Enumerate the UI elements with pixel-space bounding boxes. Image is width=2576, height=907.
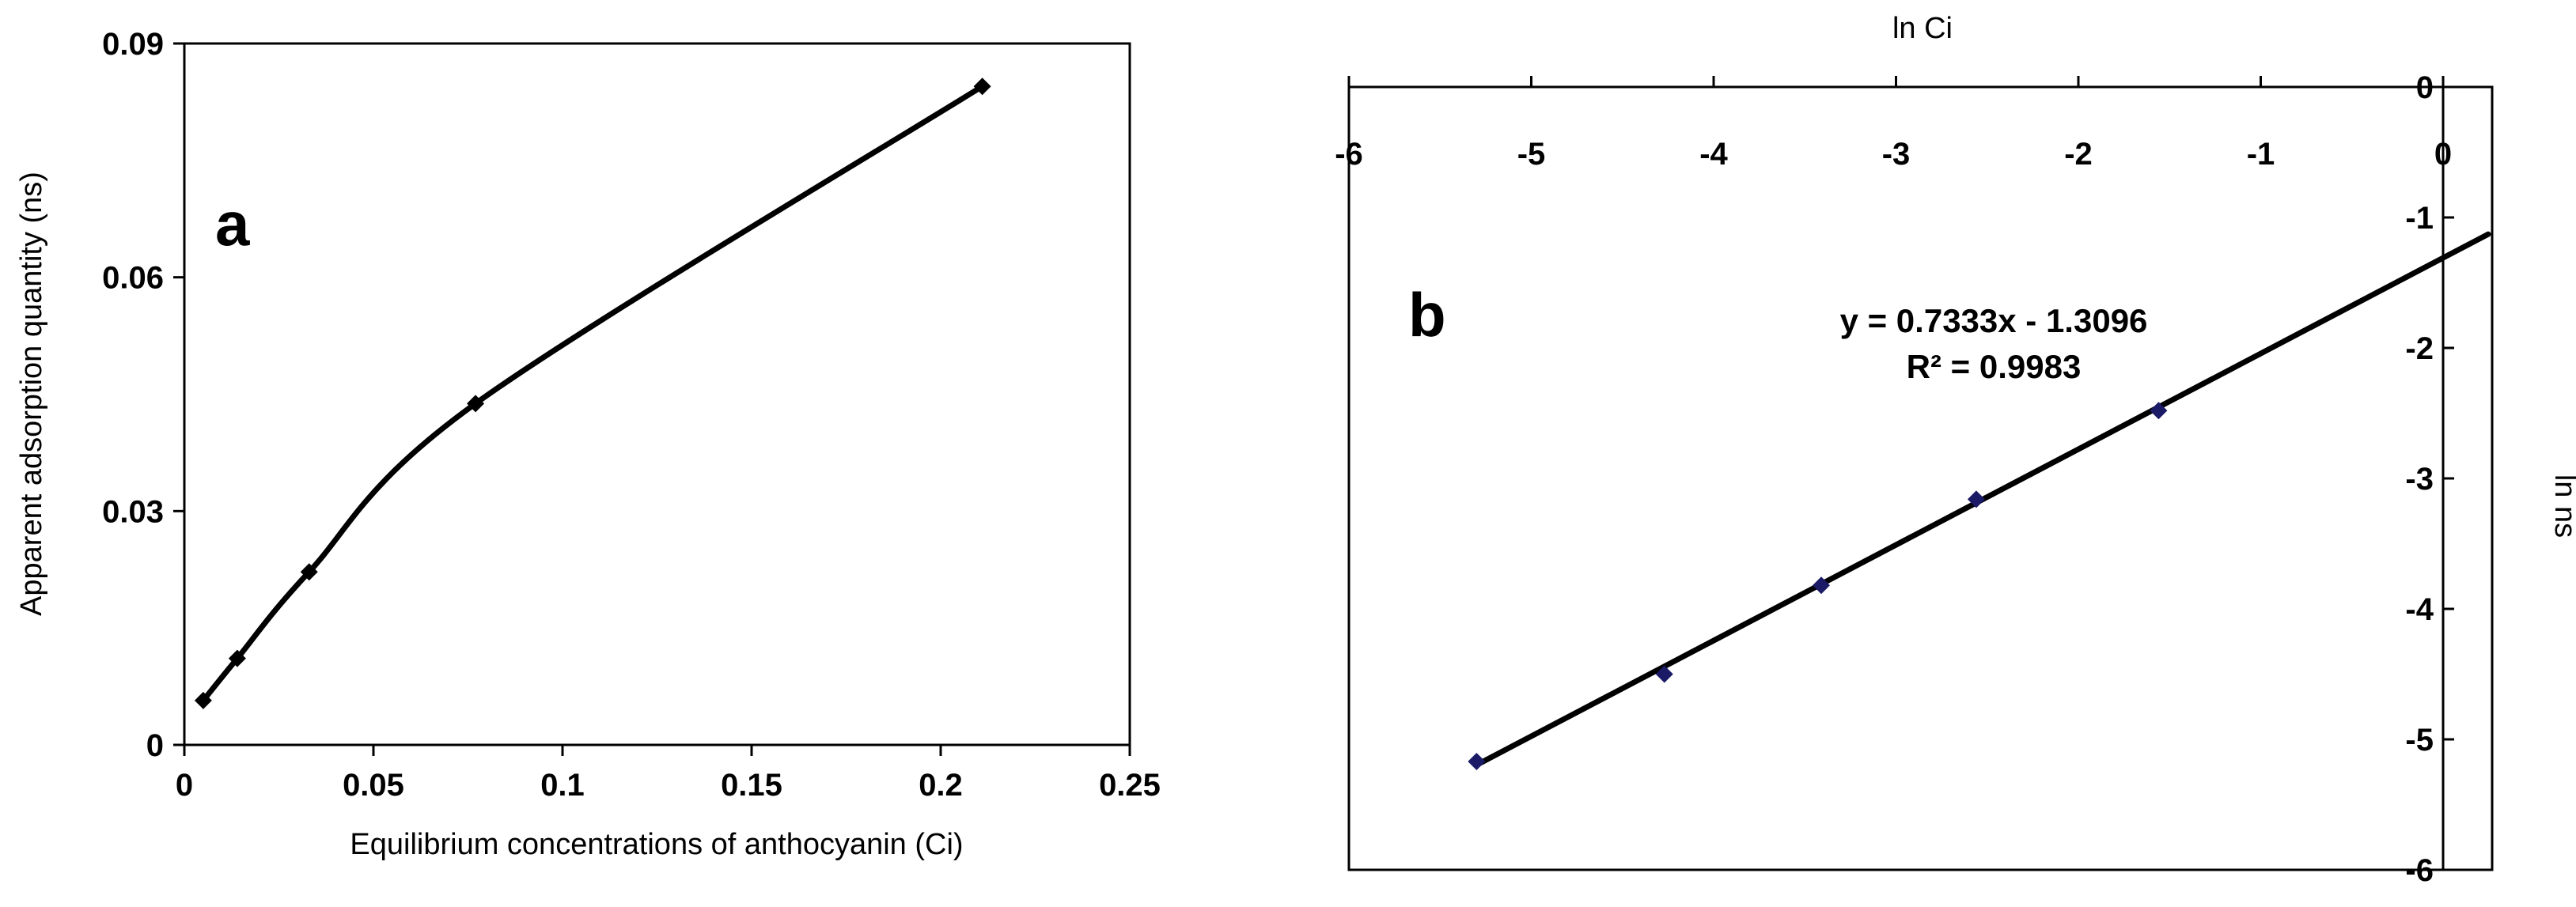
panel-b-data-points — [1468, 402, 2168, 771]
panel-a-x-tick-label: 0.1 — [540, 768, 585, 803]
panel-b-x-tick-label: -6 — [1335, 137, 1363, 172]
panel-a-y-tick-label: 0.03 — [102, 494, 164, 529]
panel-b-y-tick-label: -3 — [2405, 462, 2434, 497]
panel-b-data-point — [1812, 576, 1830, 595]
panel-a-data-point — [194, 691, 212, 709]
panel-b-letter: b — [1408, 280, 1446, 350]
panel-b-x-axis-title: ln Ci — [1892, 12, 1953, 45]
panel-b-y-tick-label: -6 — [2405, 853, 2434, 888]
panel-a-y-tick-label: 0.09 — [102, 27, 164, 62]
panel-b-y-tick-label: -1 — [2405, 201, 2434, 236]
panel-b-trendline-equation: y = 0.7333x - 1.3096 — [1840, 302, 2148, 339]
panel-a-x-tick-label: 0.25 — [1099, 768, 1161, 803]
panel-b-r-squared: R² = 0.9983 — [1907, 348, 2082, 385]
panel-b-plot-frame — [1347, 85, 2494, 871]
panel-b-y-tick-label: -4 — [2405, 592, 2434, 627]
panel-b-x-tick-label: -4 — [1699, 137, 1728, 172]
panel-b-data-point — [1655, 665, 1673, 683]
panel-a-plot-frame — [183, 42, 1131, 746]
panel-a-chart: 0 0.05 0.1 0.15 0.2 0.25 0 0.03 0.06 0.09 a Equi… — [15, 27, 1161, 861]
panel-a-data-point — [973, 77, 991, 96]
panel-a-data-point — [300, 563, 318, 581]
panel-b-x-tick-label: -1 — [2247, 137, 2275, 172]
panel-b-y-tick-label: -2 — [2405, 331, 2434, 366]
panel-b-y-tick-label: -5 — [2405, 723, 2434, 758]
panel-b-x-tick-label: 0 — [2434, 137, 2452, 172]
panel-a-y-tick-label: 0 — [146, 728, 164, 763]
panel-b-y-axis-title: ln ns — [2548, 474, 2576, 538]
panel-b-x-axis: -6 -5 -4 -3 -2 -1 0 — [1335, 76, 2452, 172]
panel-b-data-point — [2150, 402, 2168, 420]
panel-b-data-point — [1967, 490, 1985, 508]
panel-a-x-tick-label: 0 — [176, 768, 193, 803]
panel-a-series-line — [200, 83, 986, 704]
panel-a-x-tick-label: 0.15 — [721, 768, 782, 803]
panel-b-x-tick-label: -3 — [1882, 137, 1911, 172]
panel-a-data-point — [467, 395, 485, 413]
panel-a-data-point — [228, 649, 246, 667]
panel-a-y-axis: 0 0.03 0.06 0.09 — [102, 27, 184, 763]
panel-b-y-tick-label: 0 — [2416, 70, 2434, 105]
panel-b-chart: -6 -5 -4 -3 -2 -1 0 0-1-2-3-4-5-6 b y = 0.7333… — [1335, 12, 2576, 888]
panel-a-x-tick-label: 0.2 — [919, 768, 963, 803]
panel-a-y-axis-title: Apparent adsorption quantity (ns) — [15, 172, 48, 616]
panel-a-letter: a — [215, 189, 250, 259]
panel-b-x-tick-label: -5 — [1517, 137, 1546, 172]
panel-b-x-tick-label: -2 — [2064, 137, 2093, 172]
panel-a-x-tick-label: 0.05 — [343, 768, 404, 803]
panel-a-x-axis-title: Equilibrium concentrations of anthocyani… — [350, 828, 963, 861]
panel-a-y-tick-label: 0.06 — [102, 261, 164, 296]
panel-a-x-axis: 0 0.05 0.1 0.15 0.2 0.25 — [176, 745, 1161, 803]
panel-a-data-points — [194, 77, 991, 709]
panel-b-data-point — [1468, 753, 1486, 771]
panel-b-y-axis: 0-1-2-3-4-5-6 — [2405, 70, 2454, 888]
